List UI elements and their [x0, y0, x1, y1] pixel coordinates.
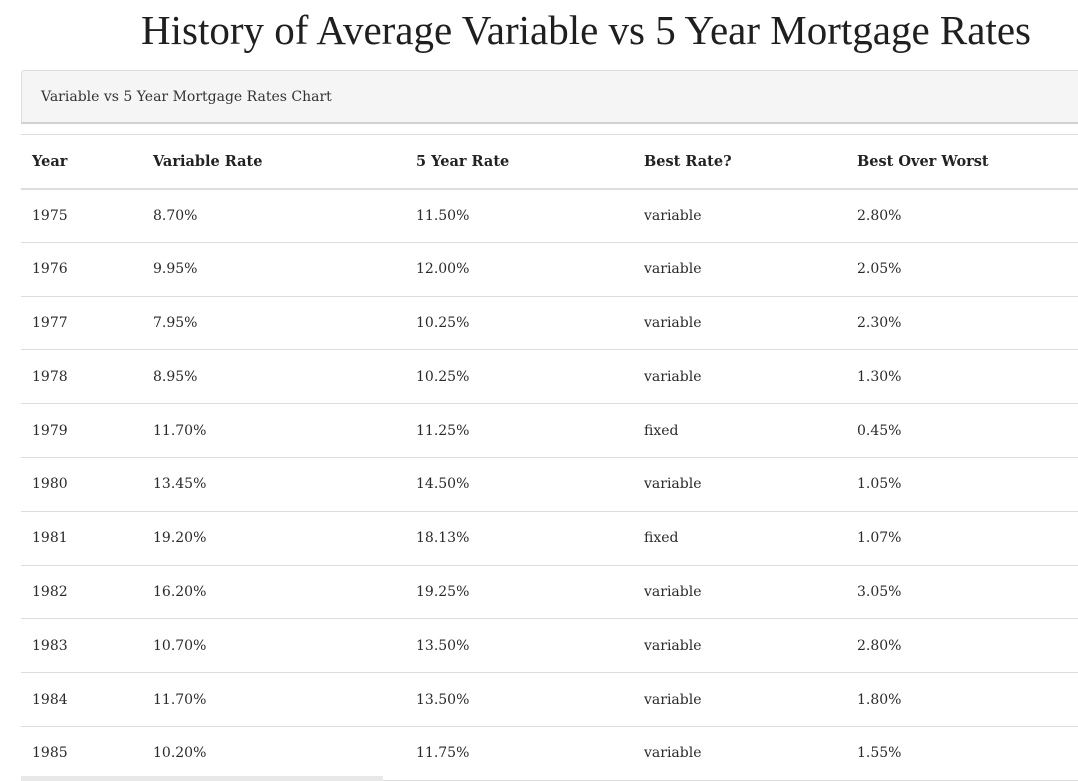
cell-5-year-rate: 10.25%	[416, 314, 470, 331]
cell-best-over-worst: 1.55%	[857, 745, 902, 762]
table-row: 1980 13.45% 14.50% variable 1.05%	[21, 457, 1078, 512]
table-row: 1982 16.20% 19.25% variable 3.05%	[21, 565, 1078, 619]
cell-best-rate: variable	[644, 207, 702, 224]
cell-variable-rate: 10.20%	[153, 745, 207, 762]
table-row: 1984 11.70% 13.50% variable 1.80%	[21, 673, 1078, 727]
column-header-variable-rate: Variable Rate	[142, 134, 405, 190]
cell-best-over-worst: 2.30%	[857, 314, 902, 331]
table-row: 1978 8.95% 10.25% variable 1.30%	[21, 350, 1078, 404]
cell-5-year-rate: 11.25%	[416, 422, 470, 439]
cell-variable-rate: 7.95%	[153, 314, 198, 331]
panel-title: Variable vs 5 Year Mortgage Rates Chart	[41, 89, 332, 105]
cell-best-rate: variable	[644, 261, 702, 278]
cell-5-year-rate: 14.50%	[416, 476, 470, 493]
cell-best-over-worst: 1.80%	[857, 691, 902, 708]
cell-5-year-rate: 13.50%	[416, 691, 470, 708]
rates-table: Year Variable Rate 5 Year Rate Best Rate…	[21, 134, 1078, 781]
cell-variable-rate: 8.70%	[153, 207, 198, 224]
cell-best-over-worst: 3.05%	[857, 583, 902, 600]
rates-table-container: Year Variable Rate 5 Year Rate Best Rate…	[21, 134, 1078, 781]
cell-best-over-worst: 0.45%	[857, 422, 902, 439]
cell-variable-rate: 10.70%	[153, 637, 207, 654]
cell-variable-rate: 13.45%	[153, 476, 207, 493]
cell-5-year-rate: 13.50%	[416, 637, 470, 654]
cell-best-rate: variable	[644, 583, 702, 600]
cell-year: 1975	[32, 207, 68, 224]
cell-year: 1985	[32, 745, 68, 762]
table-header-row: Year Variable Rate 5 Year Rate Best Rate…	[21, 134, 1078, 190]
cell-5-year-rate: 10.25%	[416, 368, 470, 385]
cell-best-over-worst: 1.30%	[857, 368, 902, 385]
table-row: 1977 7.95% 10.25% variable 2.30%	[21, 296, 1078, 350]
cell-year: 1981	[32, 530, 68, 547]
column-header-best-over-worst: Best Over Worst	[846, 134, 1078, 190]
table-row: 1979 11.70% 11.25% fixed 0.45%	[21, 404, 1078, 458]
cell-year: 1979	[32, 422, 68, 439]
cell-best-rate: fixed	[644, 422, 679, 439]
cell-best-rate: variable	[644, 637, 702, 654]
cell-year: 1980	[32, 476, 68, 493]
cell-year: 1984	[32, 691, 68, 708]
cell-5-year-rate: 11.50%	[416, 207, 470, 224]
cell-best-rate: variable	[644, 691, 702, 708]
cell-best-over-worst: 2.05%	[857, 261, 902, 278]
cell-variable-rate: 8.95%	[153, 368, 198, 385]
cell-best-rate: variable	[644, 368, 702, 385]
cell-best-rate: fixed	[644, 530, 679, 547]
cell-5-year-rate: 18.13%	[416, 530, 470, 547]
cell-year: 1982	[32, 583, 68, 600]
cell-year: 1983	[32, 637, 68, 654]
page-title: History of Average Variable vs 5 Year Mo…	[140, 7, 1032, 53]
cell-best-rate: variable	[644, 476, 702, 493]
cell-year: 1977	[32, 314, 68, 331]
table-row: 1985 10.20% 11.75% variable 1.55%	[21, 726, 1078, 781]
cell-variable-rate: 11.70%	[153, 691, 207, 708]
table-row: 1976 9.95% 12.00% variable 2.05%	[21, 242, 1078, 297]
cell-5-year-rate: 19.25%	[416, 583, 470, 600]
cell-variable-rate: 16.20%	[153, 583, 207, 600]
cell-best-over-worst: 1.07%	[857, 530, 902, 547]
horizontal-scrollbar[interactable]	[21, 776, 383, 781]
cell-variable-rate: 9.95%	[153, 261, 198, 278]
table-row: 1981 19.20% 18.13% fixed 1.07%	[21, 511, 1078, 566]
cell-variable-rate: 19.20%	[153, 530, 207, 547]
cell-year: 1978	[32, 368, 68, 385]
cell-5-year-rate: 11.75%	[416, 745, 470, 762]
column-header-5-year-rate: 5 Year Rate	[405, 134, 633, 190]
cell-best-rate: variable	[644, 745, 702, 762]
cell-best-over-worst: 2.80%	[857, 207, 902, 224]
table-body: 1975 8.70% 11.50% variable 2.80% 1976 9.95% 12.…	[21, 189, 1078, 781]
cell-best-over-worst: 1.05%	[857, 476, 902, 493]
column-header-year: Year	[21, 134, 142, 190]
cell-best-rate: variable	[644, 314, 702, 331]
cell-variable-rate: 11.70%	[153, 422, 207, 439]
panel-heading: Variable vs 5 Year Mortgage Rates Chart	[21, 70, 1078, 124]
table-row: 1983 10.70% 13.50% variable 2.80%	[21, 619, 1078, 673]
cell-year: 1976	[32, 261, 68, 278]
cell-5-year-rate: 12.00%	[416, 261, 470, 278]
table-row: 1975 8.70% 11.50% variable 2.80%	[21, 189, 1078, 243]
cell-best-over-worst: 2.80%	[857, 637, 902, 654]
column-header-best-rate: Best Rate?	[633, 134, 846, 190]
